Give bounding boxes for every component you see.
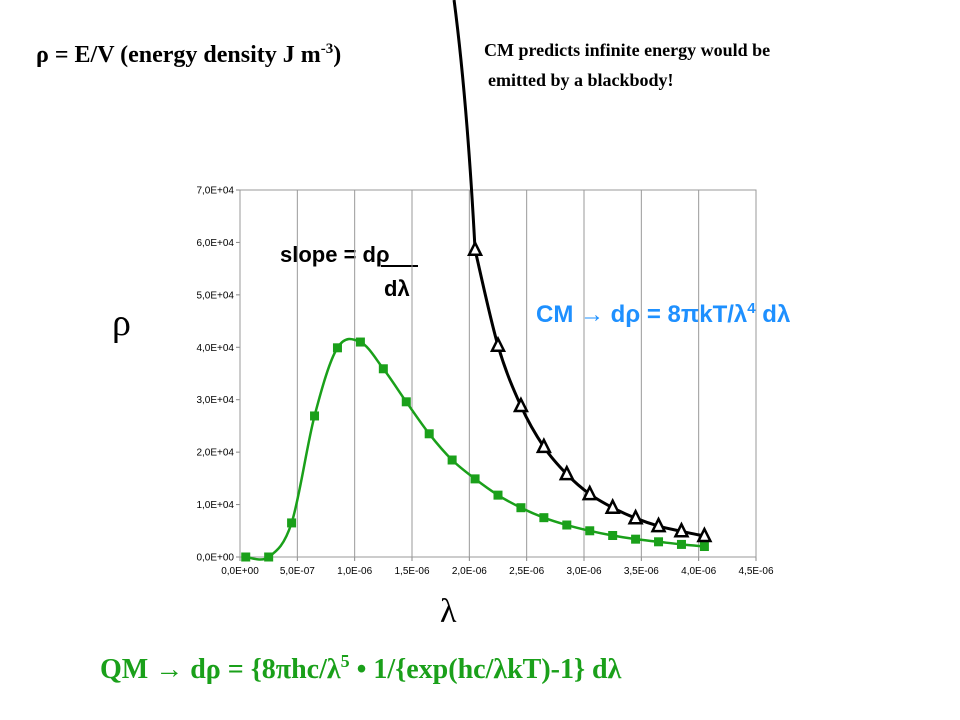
cm-sup: 4 [747,300,756,317]
x-tick-label: 2,5E-06 [509,566,544,577]
marker [355,337,365,347]
x-label: λ [440,593,457,630]
marker [512,396,529,413]
title: ρ = E/V (energy density J m-3) [36,41,341,68]
y-label: ρ [112,302,131,344]
marker [654,537,664,547]
qm-part: • 1/{exp(hc/λkT)-1} dλ [350,654,622,685]
annotation: CM predicts infinite energy would be [484,40,770,60]
x-tick-label: 4,5E-06 [738,566,773,577]
marker [489,335,507,352]
marker [562,520,572,530]
marker [604,497,621,514]
slope-label: slope = dρ [280,242,390,267]
marker [539,513,549,523]
marker [493,490,503,500]
marker [264,552,274,562]
y-tick-label: 1,0E+04 [196,500,234,511]
marker [673,521,690,538]
marker [378,364,388,374]
marker [470,474,480,484]
cm-extension [452,0,477,250]
slope-label: dλ [384,276,410,301]
y-tick-label: 5,0E+04 [196,290,234,301]
x-tick-label: 1,0E-06 [337,566,372,577]
marker [424,429,434,439]
y-tick-label: 6,0E+04 [196,238,234,249]
marker [332,343,342,353]
x-tick-label: 4,0E-06 [681,566,716,577]
series-line [245,337,705,561]
marker [241,552,251,562]
title-part: ) [333,42,341,68]
qm-sup: 5 [341,651,350,671]
y-tick-label: 0,0E+00 [196,553,234,564]
x-tick-label: 5,0E-07 [280,566,315,577]
annotation: emitted by a blackbody! [488,70,674,90]
marker [627,508,644,525]
marker [287,518,297,528]
y-tick-label: 4,0E+04 [196,343,234,354]
qm-part: QM → dρ = {8πhc/λ [100,654,341,685]
title-sup: -3 [321,41,334,57]
x-tick-label: 2,0E-06 [452,566,487,577]
marker [401,397,411,407]
marker [676,539,686,549]
marker [608,531,618,541]
marker [447,455,457,465]
x-tick-label: 0,0E+00 [221,566,259,577]
marker [696,526,713,543]
y-tick-label: 3,0E+04 [196,395,234,406]
marker [699,542,709,552]
marker [585,526,595,536]
plot-frame [239,189,757,558]
x-tick-label: 3,5E-06 [624,566,659,577]
marker [516,503,526,513]
marker [310,411,320,421]
y-tick-label: 7,0E+04 [196,186,234,197]
label-bg [518,292,868,336]
marker [558,464,575,481]
y-tick-label: 2,0E+04 [196,448,234,459]
marker [581,484,598,501]
marker [650,516,667,533]
title-part: ρ = E/V (energy density J m [36,42,321,68]
marker [631,534,641,544]
x-tick-label: 1,5E-06 [394,566,429,577]
marker [535,437,552,454]
marker [467,239,484,257]
cm-part: dλ [756,301,791,328]
x-tick-label: 3,0E-06 [566,566,601,577]
qm-label: QM → dρ = {8πhc/λ5 • 1/{exp(hc/λkT)-1} d… [100,651,622,685]
